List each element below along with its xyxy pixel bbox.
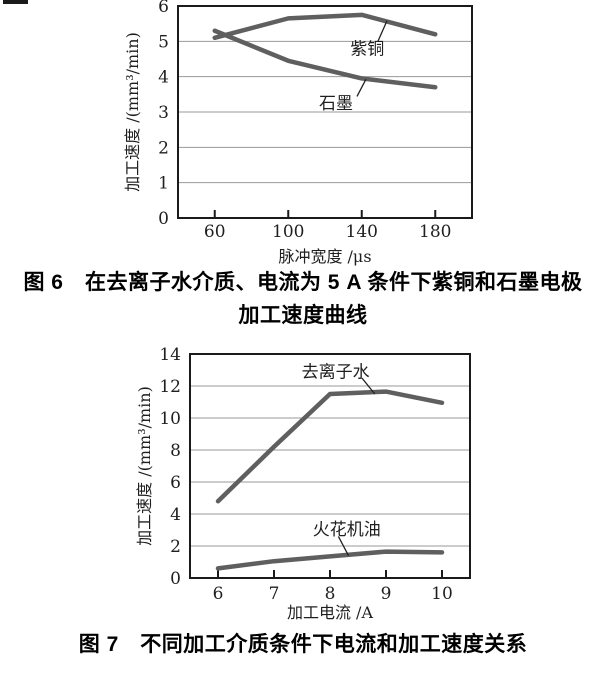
y-tick-label: 2 xyxy=(158,138,169,158)
y-axis-title: 加工速度 /(mm³/min) xyxy=(123,32,142,192)
y-axis-title: 加工速度 /(mm³/min) xyxy=(135,386,154,546)
plot-border xyxy=(189,353,471,579)
figure6-caption-line2: 加工速度曲线 xyxy=(238,304,368,327)
series-label: 去离子水 xyxy=(302,363,370,383)
annotation-leader xyxy=(361,377,376,395)
annotation-leader xyxy=(377,20,388,42)
annotation-leader xyxy=(356,78,367,97)
series-line-0 xyxy=(212,12,438,41)
y-tick-label: 2 xyxy=(170,537,181,557)
series-line-0 xyxy=(215,389,445,504)
series-label: 火花机油 xyxy=(313,520,381,540)
x-tick-label: 10 xyxy=(431,584,453,604)
x-tick-label: 9 xyxy=(381,584,392,604)
y-tick-label: 12 xyxy=(159,377,181,397)
series-label: 石墨 xyxy=(319,94,353,114)
x-axis-title: 脉冲宽度 /μs xyxy=(278,247,371,266)
y-tick-label: 3 xyxy=(158,103,169,123)
figure7-caption: 图 7 不同加工介质条件下电流和加工速度关系 xyxy=(78,633,528,656)
y-tick-label: 6 xyxy=(158,0,169,17)
x-axis-title: 加工电流 /A xyxy=(287,603,373,622)
x-tick-label: 100 xyxy=(272,222,304,242)
figure7-chart: 6 7 8 9 10 0 2 4 6 8 10 12 14 加工电流 /A 加工速度 /(mm³/min) 去… xyxy=(135,345,471,622)
series-line-1 xyxy=(212,28,438,90)
y-tick-label: 0 xyxy=(170,569,181,589)
series-label: 紫铜 xyxy=(350,39,384,59)
y-tick-label: 4 xyxy=(158,68,169,88)
x-tick-label: 60 xyxy=(204,222,226,242)
series-line-1 xyxy=(215,549,445,571)
figure6-caption-line1: 图 6 在去离子水介质、电流为 5 A 条件下紫铜和石墨电极 xyxy=(23,271,583,294)
x-tick-label: 140 xyxy=(346,222,378,242)
y-tick-label: 10 xyxy=(159,409,181,429)
x-tick-label: 7 xyxy=(269,584,280,604)
y-tick-label: 4 xyxy=(170,505,181,525)
y-tick-label: 14 xyxy=(159,345,181,365)
y-tick-label: 8 xyxy=(170,441,181,461)
x-tick-label: 8 xyxy=(325,584,336,604)
x-tick-label: 6 xyxy=(213,584,224,604)
annotation-leader xyxy=(337,536,350,556)
plot-border xyxy=(177,5,473,219)
y-tick-label: 0 xyxy=(158,209,169,229)
y-tick-label: 1 xyxy=(158,174,169,194)
figure6-chart: 60 100 140 180 0 1 2 3 4 5 6 脉冲宽度 /μs 加工速度 /(mm³/min… xyxy=(123,0,473,266)
page-crop-artifact xyxy=(3,0,28,4)
y-tick-label: 5 xyxy=(158,32,169,52)
y-tick-label: 6 xyxy=(170,473,181,493)
x-tick-label: 180 xyxy=(419,222,451,242)
